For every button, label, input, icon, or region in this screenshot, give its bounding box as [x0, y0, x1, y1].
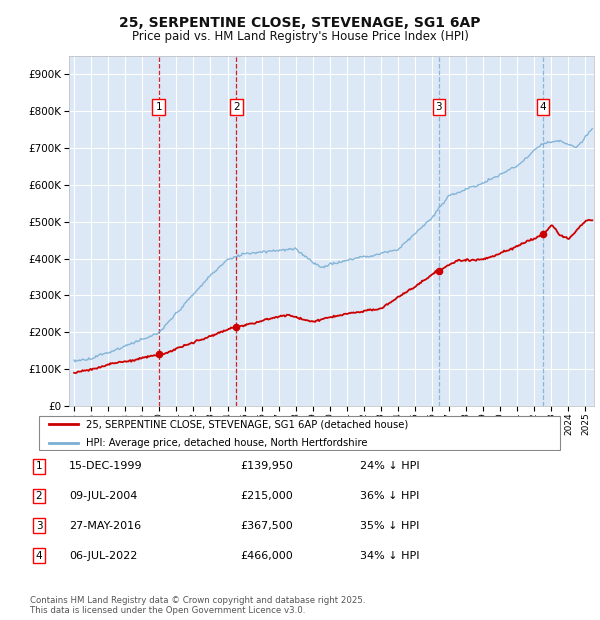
Text: Price paid vs. HM Land Registry's House Price Index (HPI): Price paid vs. HM Land Registry's House …	[131, 30, 469, 43]
FancyBboxPatch shape	[38, 415, 560, 450]
Text: 1: 1	[155, 102, 162, 112]
Text: £367,500: £367,500	[240, 521, 293, 531]
Text: 25, SERPENTINE CLOSE, STEVENAGE, SG1 6AP: 25, SERPENTINE CLOSE, STEVENAGE, SG1 6AP	[119, 16, 481, 30]
Text: 15-DEC-1999: 15-DEC-1999	[69, 461, 143, 471]
Text: 35% ↓ HPI: 35% ↓ HPI	[360, 521, 419, 531]
Text: 36% ↓ HPI: 36% ↓ HPI	[360, 491, 419, 501]
Text: 1: 1	[35, 461, 43, 471]
Text: HPI: Average price, detached house, North Hertfordshire: HPI: Average price, detached house, Nort…	[86, 438, 368, 448]
Text: 2: 2	[233, 102, 239, 112]
Text: £139,950: £139,950	[240, 461, 293, 471]
Text: 09-JUL-2004: 09-JUL-2004	[69, 491, 137, 501]
Text: £466,000: £466,000	[240, 551, 293, 560]
Text: 06-JUL-2022: 06-JUL-2022	[69, 551, 137, 560]
Text: 2: 2	[35, 491, 43, 501]
Text: 3: 3	[35, 521, 43, 531]
Text: 24% ↓ HPI: 24% ↓ HPI	[360, 461, 419, 471]
Text: Contains HM Land Registry data © Crown copyright and database right 2025.
This d: Contains HM Land Registry data © Crown c…	[30, 596, 365, 615]
Text: 25, SERPENTINE CLOSE, STEVENAGE, SG1 6AP (detached house): 25, SERPENTINE CLOSE, STEVENAGE, SG1 6AP…	[86, 419, 409, 429]
Text: 27-MAY-2016: 27-MAY-2016	[69, 521, 141, 531]
Text: 34% ↓ HPI: 34% ↓ HPI	[360, 551, 419, 560]
Text: 4: 4	[540, 102, 547, 112]
Text: £215,000: £215,000	[240, 491, 293, 501]
Text: 3: 3	[436, 102, 442, 112]
Text: 4: 4	[35, 551, 43, 560]
